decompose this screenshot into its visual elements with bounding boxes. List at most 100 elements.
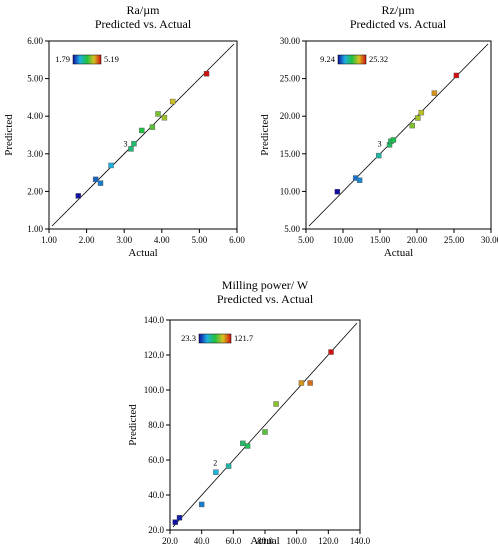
data-point	[213, 469, 219, 475]
data-point	[131, 140, 137, 147]
reference-line	[172, 322, 358, 528]
data-point	[161, 115, 168, 121]
data-point	[409, 122, 415, 129]
x-tick-label: 15.00	[370, 235, 391, 245]
x-tick-label: 4.00	[154, 235, 170, 245]
data-point	[307, 380, 313, 386]
data-point	[262, 429, 268, 435]
data-point	[139, 127, 145, 134]
colorbar-max-label: 25.32	[369, 54, 388, 64]
y-tick-label: 140.0	[144, 315, 165, 325]
y-axis-label: Predicted	[3, 114, 15, 156]
data-point	[172, 519, 178, 525]
data-point	[334, 189, 341, 195]
y-tick-label: 15.00	[280, 149, 301, 159]
data-point	[273, 401, 279, 407]
x-tick-label: 80.0	[257, 536, 273, 546]
data-point	[453, 72, 460, 79]
x-tick-label: 20.00	[407, 235, 428, 245]
data-point	[155, 111, 161, 117]
colorbar	[72, 54, 102, 65]
point-count-label: 3	[378, 139, 382, 148]
data-point	[108, 162, 114, 169]
colorbar-min-label: 23.3	[181, 333, 196, 343]
data-point	[198, 501, 205, 508]
y-tick-label: 1.00	[27, 224, 43, 234]
chart-panel: 20.020.0 40.0 40.0 60.0 60.0 80.0 80.0 100.0 100…	[127, 278, 371, 547]
x-tick-label: 5.00	[298, 235, 314, 245]
x-tick-label: 3.00	[116, 235, 132, 245]
colorbar-max-label: 5.19	[104, 54, 119, 64]
y-tick-label: 3.00	[27, 149, 43, 159]
colorbar-max-label: 121.7	[234, 333, 253, 343]
colorbar-min-label: 9.24	[320, 54, 336, 64]
x-tick-label: 10.00	[333, 235, 354, 245]
x-tick-label: 6.00	[229, 235, 245, 245]
y-tick-label: 80.0	[148, 420, 164, 430]
colorbar-min-label: 1.79	[55, 54, 70, 64]
chart-title: Rz/µm	[382, 3, 416, 17]
x-tick-label: 25.00	[444, 235, 465, 245]
data-point	[225, 463, 232, 469]
x-axis-label: Actual	[128, 247, 157, 259]
x-tick-label: 40.0	[194, 536, 210, 546]
y-tick-label: 4.00	[27, 111, 43, 121]
data-point	[170, 98, 176, 105]
y-tick-label: 40.0	[148, 490, 164, 500]
data-point	[376, 152, 382, 159]
x-tick-label: 20.0	[162, 536, 178, 546]
data-point	[176, 515, 183, 521]
colorbar	[337, 54, 367, 65]
data-point	[128, 146, 134, 152]
y-axis-label: Predicted	[259, 114, 271, 156]
plot-frame	[48, 40, 238, 230]
y-tick-label: 120.0	[144, 350, 165, 360]
colorbar	[198, 333, 232, 344]
data-point	[203, 71, 210, 77]
x-tick-label: 2.00	[79, 235, 95, 245]
y-axis-label: Predicted	[127, 404, 139, 446]
data-point	[390, 137, 397, 143]
reference-line	[308, 43, 489, 227]
x-axis-label: Actual	[250, 535, 279, 547]
x-tick-label: 30.00	[481, 235, 498, 245]
y-tick-label: 2.00	[27, 186, 43, 196]
y-tick-label: 10.00	[280, 186, 301, 196]
chart-subtitle: Predicted vs. Actual	[217, 292, 314, 306]
y-tick-label: 5.00	[27, 74, 43, 84]
x-tick-label: 1.00	[41, 235, 57, 245]
data-point	[298, 380, 305, 386]
data-point	[431, 90, 438, 96]
data-point	[356, 177, 363, 183]
x-tick-label: 60.0	[225, 536, 241, 546]
plot-frame	[305, 40, 492, 230]
x-tick-label: 100.0	[287, 536, 308, 546]
y-tick-label: 60.0	[148, 455, 164, 465]
x-tick-label: 5.00	[192, 235, 208, 245]
y-tick-label: 25.00	[280, 74, 301, 84]
y-tick-label: 20.0	[148, 525, 164, 535]
data-point	[75, 193, 82, 199]
point-count-label: 2	[213, 459, 217, 468]
data-point	[415, 115, 421, 121]
data-point	[97, 180, 104, 186]
chart-title: Ra/µm	[127, 3, 161, 17]
y-tick-label: 100.0	[144, 385, 165, 395]
chart-title: Milling power/ W	[222, 278, 309, 292]
y-tick-label: 5.00	[284, 224, 300, 234]
data-point	[328, 349, 334, 355]
point-count-label: 3	[123, 140, 127, 149]
chart-panel: 1.001.00 2.00 2.00 3.00 3.00 4.00 4.00 5.00 5.00…	[3, 3, 245, 259]
chart-subtitle: Predicted vs. Actual	[350, 17, 447, 31]
data-point	[240, 440, 246, 447]
chart-subtitle: Predicted vs. Actual	[95, 17, 192, 31]
reference-line	[51, 43, 235, 227]
data-point	[244, 443, 251, 449]
data-point	[418, 109, 425, 116]
chart-panel: 5.005.00 10.00 10.00 15.00 15.00 20.00 20.00 25…	[259, 3, 498, 259]
x-axis-label: Actual	[384, 247, 413, 259]
data-point	[92, 176, 99, 183]
y-tick-label: 20.00	[280, 111, 301, 121]
y-tick-label: 30.00	[280, 36, 301, 46]
